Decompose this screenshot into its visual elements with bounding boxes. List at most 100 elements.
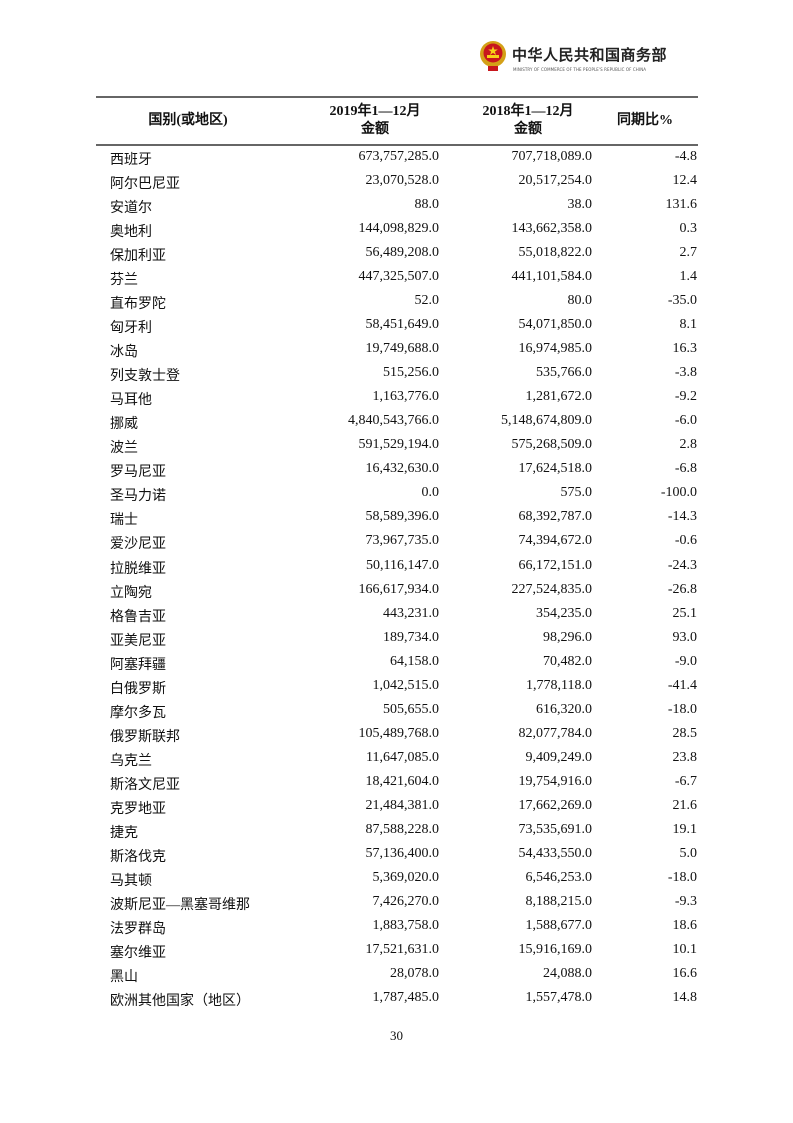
country-name: 罗马尼亚	[110, 465, 166, 481]
table-row: 格鲁吉亚 443,231.0 354,235.0 25.1	[96, 603, 698, 627]
country-name: 安道尔	[110, 201, 152, 217]
country-name: 直布罗陀	[110, 297, 166, 313]
yoy-percent: 0.3	[679, 221, 698, 237]
yoy-percent: 10.1	[672, 941, 698, 957]
yoy-percent: 2.8	[679, 437, 698, 453]
yoy-percent: 16.3	[672, 341, 698, 357]
national-emblem-logo	[478, 40, 508, 72]
table-row: 亚美尼亚 189,734.0 98,296.0 93.0	[96, 627, 698, 651]
table-row: 斯洛伐克 57,136,400.0 54,433,550.0 5.0	[96, 843, 698, 867]
table-row: 塞尔维亚 17,521,631.0 15,916,169.0 10.1	[96, 939, 698, 963]
table-row: 摩尔多瓦 505,655.0 616,320.0 -18.0	[96, 699, 698, 723]
amount-2019: 7,426,270.0	[372, 893, 440, 909]
amount-2018: 17,662,269.0	[518, 797, 593, 813]
country-name: 乌克兰	[110, 753, 152, 769]
table-row: 阿尔巴尼亚 23,070,528.0 20,517,254.0 12.4	[96, 170, 698, 194]
amount-2019: 21,484,381.0	[365, 797, 440, 813]
column-header-country: 国别(或地区)	[110, 112, 266, 130]
amount-2018: 19,754,916.0	[518, 773, 593, 789]
amount-2019: 16,432,630.0	[365, 461, 440, 477]
country-name: 西班牙	[110, 153, 152, 168]
yoy-percent: -100.0	[660, 485, 697, 501]
yoy-percent: -14.3	[667, 509, 697, 525]
country-name: 保加利亚	[110, 249, 166, 265]
country-name: 列支敦士登	[110, 369, 180, 385]
country-name: 格鲁吉亚	[110, 609, 166, 625]
column-header-2018-line2: 金额	[514, 122, 542, 137]
amount-2019: 189,734.0	[383, 629, 439, 645]
amount-2019: 58,451,649.0	[365, 317, 440, 333]
table-row: 波兰 591,529,194.0 575,268,509.0 2.8	[96, 434, 698, 458]
amount-2019: 87,588,228.0	[365, 821, 440, 837]
table-row: 黑山 28,078.0 24,088.0 16.6	[96, 963, 698, 987]
column-header-2018: 2018年1—12月 金额	[458, 103, 598, 139]
table-row: 乌克兰 11,647,085.0 9,409,249.0 23.8	[96, 747, 698, 771]
column-header-2019-line1: 2019年1—12月	[329, 104, 421, 119]
table-row: 克罗地亚 21,484,381.0 17,662,269.0 21.6	[96, 795, 698, 819]
amount-2018: 9,409,249.0	[525, 749, 593, 765]
country-name: 阿塞拜疆	[110, 657, 166, 673]
yoy-percent: 131.6	[665, 197, 698, 213]
table-row: 白俄罗斯 1,042,515.0 1,778,118.0 -41.4	[96, 675, 698, 699]
amount-2018: 55,018,822.0	[518, 245, 593, 261]
amount-2019: 591,529,194.0	[358, 437, 440, 453]
amount-2018: 616,320.0	[536, 701, 592, 717]
amount-2019: 56,489,208.0	[365, 245, 440, 261]
amount-2019: 1,163,776.0	[372, 389, 440, 405]
yoy-percent: -24.3	[667, 557, 697, 573]
amount-2019: 18,421,604.0	[365, 773, 440, 789]
amount-2018: 535,766.0	[536, 365, 592, 381]
yoy-percent: 8.1	[679, 317, 698, 333]
amount-2019: 17,521,631.0	[365, 941, 440, 957]
yoy-percent: 18.6	[672, 917, 698, 933]
amount-2018: 24,088.0	[543, 966, 592, 982]
ministry-name-cn: 中华人民共和国商务部	[512, 46, 668, 64]
amount-2018: 5,148,674,809.0	[501, 413, 592, 429]
country-name: 亚美尼亚	[110, 633, 166, 649]
yoy-percent: -3.8	[674, 365, 697, 381]
country-name: 拉脱维亚	[110, 561, 166, 577]
amount-2019: 50,116,147.0	[366, 557, 439, 573]
amount-2018: 17,624,518.0	[518, 461, 593, 477]
amount-2019: 57,136,400.0	[365, 845, 440, 861]
table-row: 波斯尼亚—黑塞哥维那 7,426,270.0 8,188,215.0 -9.3	[96, 891, 698, 915]
country-name: 波兰	[110, 441, 138, 457]
amount-2018: 441,101,584.0	[511, 269, 593, 285]
amount-2018: 74,394,672.0	[518, 533, 593, 549]
table-header-rule	[96, 144, 698, 146]
table-row: 阿塞拜疆 64,158.0 70,482.0 -9.0	[96, 651, 698, 675]
amount-2018: 82,077,784.0	[518, 725, 593, 741]
country-name: 马耳他	[110, 393, 152, 409]
amount-2019: 52.0	[414, 293, 440, 309]
amount-2018: 70,482.0	[543, 653, 592, 669]
yoy-percent: 93.0	[672, 629, 698, 645]
amount-2019: 11,647,085.0	[366, 749, 439, 765]
country-name: 法罗群岛	[110, 921, 166, 937]
yoy-percent: -6.0	[674, 413, 697, 429]
table-row: 拉脱维亚 50,116,147.0 66,172,151.0 -24.3	[96, 555, 698, 579]
amount-2018: 1,557,478.0	[525, 990, 593, 1006]
amount-2018: 575,268,509.0	[511, 437, 593, 453]
yoy-percent: -41.4	[667, 677, 697, 693]
amount-2018: 80.0	[567, 293, 593, 309]
country-name: 捷克	[110, 825, 138, 841]
yoy-percent: -4.8	[674, 149, 697, 164]
amount-2019: 0.0	[421, 485, 440, 501]
amount-2018: 1,281,672.0	[525, 389, 593, 405]
table-row: 圣马力诺 0.0 575.0 -100.0	[96, 482, 698, 506]
table-row: 西班牙 673,757,285.0 707,718,089.0 -4.8	[96, 146, 698, 170]
country-name: 爱沙尼亚	[110, 537, 166, 553]
country-name: 斯洛文尼亚	[110, 777, 180, 793]
yoy-percent: 12.4	[672, 173, 698, 189]
amount-2018: 6,546,253.0	[525, 869, 593, 885]
yoy-percent: -6.7	[674, 773, 697, 789]
country-name: 黑山	[110, 970, 138, 986]
amount-2019: 23,070,528.0	[365, 173, 440, 189]
amount-2018: 707,718,089.0	[511, 149, 593, 164]
yoy-percent: -18.0	[667, 701, 697, 717]
amount-2019: 19,749,688.0	[365, 341, 440, 357]
table-row: 斯洛文尼亚 18,421,604.0 19,754,916.0 -6.7	[96, 771, 698, 795]
amount-2018: 20,517,254.0	[518, 173, 593, 189]
amount-2019: 505,655.0	[383, 701, 439, 717]
table-row: 挪威 4,840,543,766.0 5,148,674,809.0 -6.0	[96, 410, 698, 434]
